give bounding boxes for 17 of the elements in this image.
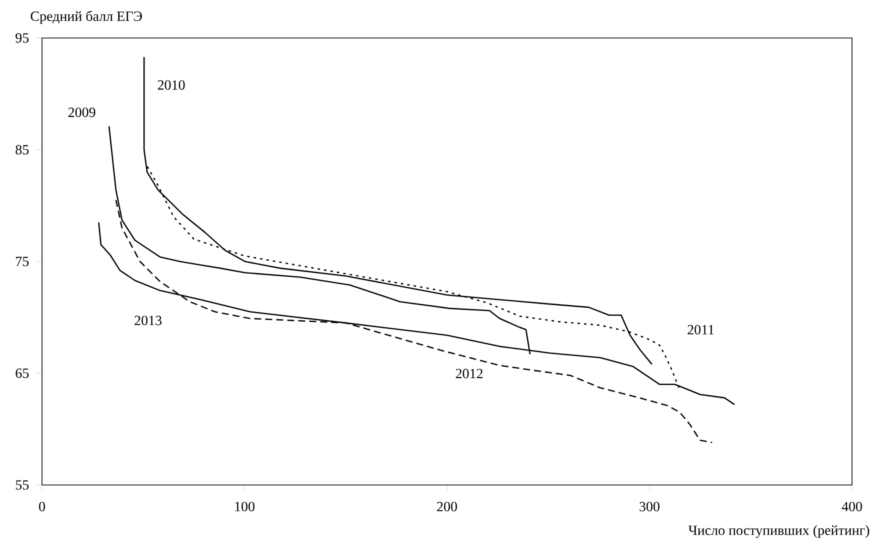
series-label: 2009	[68, 108, 96, 118]
x-tick-label: 0	[39, 502, 45, 512]
x-tick-label: 400	[842, 502, 862, 512]
y-tick-label: 75	[16, 256, 29, 266]
y-tick-label: 65	[16, 368, 29, 378]
series-label: 2010	[158, 80, 185, 90]
x-tick-label: 100	[235, 502, 254, 512]
series-label: 2012	[456, 368, 483, 378]
y-tick-label: 85	[16, 145, 29, 154]
series-label: 2013	[134, 316, 162, 326]
y-tick-label: 55	[16, 480, 29, 490]
x-axis-title: Число поступивших (рейтинг)	[688, 525, 870, 538]
y-tick-label: 95	[16, 33, 29, 43]
x-tick-label: 200	[437, 502, 457, 512]
x-tick-label: 300	[640, 502, 660, 512]
text: 2011	[688, 324, 714, 334]
y-axis-title: Средний балл ЕГЭ	[30, 10, 142, 24]
